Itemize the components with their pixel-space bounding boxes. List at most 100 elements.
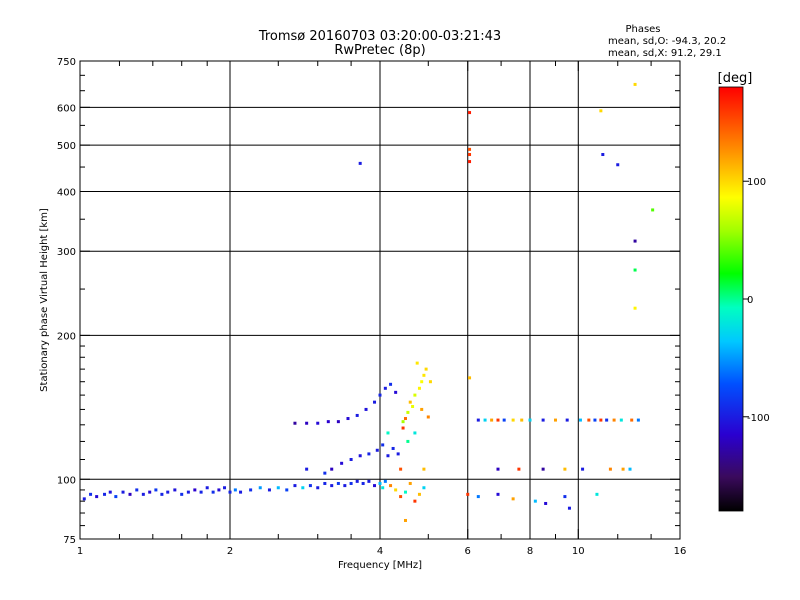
data-point <box>316 421 320 425</box>
data-point <box>468 111 472 115</box>
data-point <box>211 490 215 494</box>
phases-title: Phases <box>625 24 660 35</box>
x-minor-ticks <box>118 61 652 539</box>
data-point <box>180 492 184 496</box>
data-point <box>406 410 410 414</box>
data-point <box>496 467 500 471</box>
data-point <box>349 457 353 461</box>
data-point <box>228 490 232 494</box>
data-point <box>476 418 480 422</box>
data-point <box>406 439 410 443</box>
data-point <box>323 471 327 475</box>
data-point <box>633 268 637 272</box>
data-point <box>426 415 430 419</box>
data-point <box>420 407 424 411</box>
data-point <box>103 492 107 496</box>
data-point <box>651 208 655 212</box>
data-point <box>355 479 359 483</box>
data-point <box>386 454 390 458</box>
data-point <box>267 488 271 492</box>
data-point <box>389 382 393 386</box>
y-tick-label: 750 <box>57 57 76 68</box>
y-tick-label: 75 <box>63 535 76 546</box>
data-point <box>553 418 557 422</box>
data-point <box>108 490 112 494</box>
data-point <box>511 497 515 501</box>
data-point <box>533 499 537 503</box>
data-point <box>567 506 571 510</box>
phases-mean-o: mean, sd,O: -94.3, 20.2 <box>608 36 726 47</box>
data-point <box>541 467 545 471</box>
colorbar-tick-label: 0 <box>747 295 753 306</box>
data-point <box>316 486 320 490</box>
chart-subtitle: RwPretec (8p) <box>334 43 425 58</box>
colorbar <box>718 86 744 512</box>
data-point <box>403 518 407 522</box>
data-point <box>490 418 494 422</box>
data-point <box>367 479 371 483</box>
data-point <box>336 481 340 485</box>
phases-mean-x: mean, sd,X: 91.2, 29.1 <box>608 48 722 59</box>
data-point <box>563 467 567 471</box>
data-point <box>95 495 99 499</box>
data-point <box>528 418 532 422</box>
data-point <box>411 404 415 408</box>
data-point <box>483 418 487 422</box>
y-tick-label: 100 <box>57 475 76 486</box>
data-point <box>361 481 365 485</box>
data-point <box>587 418 591 422</box>
data-point <box>511 418 515 422</box>
y-axis-label: Stationary phase Virtual Height [km] <box>39 208 50 392</box>
data-point <box>346 417 350 421</box>
data-point <box>378 393 382 397</box>
data-point <box>205 486 209 490</box>
x-tick-label: 2 <box>227 546 233 557</box>
data-point <box>422 373 426 377</box>
data-point <box>160 492 164 496</box>
data-point <box>82 497 86 501</box>
y-tick-label: 600 <box>57 103 76 114</box>
data-point <box>383 479 387 483</box>
data-point <box>375 448 379 452</box>
data-point <box>541 418 545 422</box>
data-point <box>381 486 385 490</box>
data-point <box>428 380 432 384</box>
data-point <box>148 490 152 494</box>
data-point <box>466 492 470 496</box>
data-point <box>520 418 524 422</box>
data-point <box>367 452 371 456</box>
data-point <box>408 400 412 404</box>
y-minor-ticks <box>80 74 680 527</box>
data-point <box>616 163 620 167</box>
data-point <box>413 431 417 435</box>
data-point <box>413 393 417 397</box>
data-point <box>305 467 309 471</box>
data-point <box>424 367 428 371</box>
y-tick-labels: 75 100 200 300 400 500 600 750 <box>57 57 680 546</box>
y-tick-label: 500 <box>57 141 76 152</box>
data-point <box>173 488 177 492</box>
data-point <box>422 486 426 490</box>
data-point <box>415 361 419 365</box>
data-point <box>403 490 407 494</box>
data-point <box>633 239 637 243</box>
chart-title: Tromsø 20160703 03:20:00-03:21:43 <box>258 29 501 44</box>
data-point <box>628 467 632 471</box>
data-point <box>389 484 393 488</box>
data-point <box>417 492 421 496</box>
data-point <box>601 153 605 157</box>
data-point <box>166 490 170 494</box>
data-point <box>468 376 472 380</box>
data-point <box>496 492 500 496</box>
data-point <box>285 488 289 492</box>
x-tick-label: 1 <box>77 546 83 557</box>
data-point <box>373 484 377 488</box>
data-point <box>373 400 377 404</box>
data-point <box>293 484 297 488</box>
data-point <box>422 467 426 471</box>
data-point <box>608 467 612 471</box>
data-point <box>401 420 405 424</box>
data-point <box>193 488 197 492</box>
data-point <box>399 495 403 499</box>
